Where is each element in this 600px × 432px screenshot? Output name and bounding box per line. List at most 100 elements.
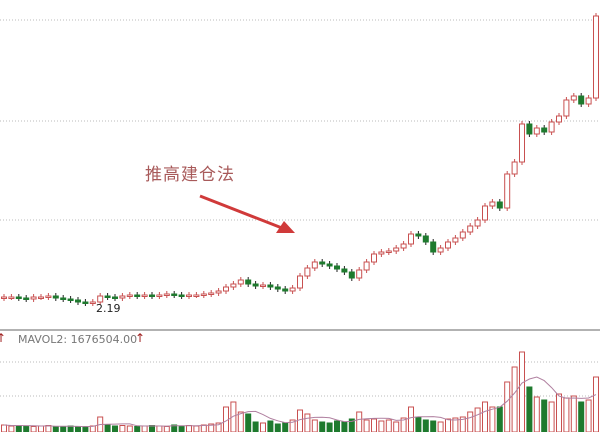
volume-bar <box>504 381 511 432</box>
volume-bar <box>252 421 259 432</box>
candle-body <box>200 293 207 296</box>
volume-bar <box>208 423 215 432</box>
volume-bar <box>393 421 400 432</box>
volume-bar <box>526 386 533 432</box>
candle-body <box>193 294 200 297</box>
candle-body <box>452 237 459 243</box>
candle-body <box>474 219 481 227</box>
candle-body <box>533 127 540 135</box>
candle-body <box>467 225 474 233</box>
candle-body <box>267 284 274 288</box>
candle-body <box>326 263 333 267</box>
volume-bar <box>319 421 326 432</box>
candle-body <box>156 294 163 297</box>
candle-body <box>459 231 466 239</box>
volume-bar <box>215 422 222 432</box>
volume-bar <box>378 420 385 432</box>
candle-body <box>319 261 326 265</box>
candle-body <box>519 123 525 163</box>
volume-bar <box>459 416 466 432</box>
candle-body <box>282 288 289 292</box>
candle-body <box>556 115 562 123</box>
volume-bar <box>496 406 503 432</box>
volume-bar <box>400 417 407 432</box>
candle-body <box>570 95 577 101</box>
candle-body <box>60 297 67 300</box>
candle-body <box>393 247 400 252</box>
volume-bar <box>548 401 555 432</box>
candle-body <box>119 295 126 299</box>
volume-bar <box>186 425 192 432</box>
candle-body <box>363 261 370 271</box>
volume-bar <box>356 411 363 432</box>
candle-body <box>400 243 407 249</box>
arrow-up-icon: ↑ <box>0 331 7 345</box>
volume-bar <box>445 418 451 432</box>
volume-bar <box>156 425 163 432</box>
volume-bar <box>163 426 170 432</box>
volume-bar <box>511 366 518 432</box>
candle-body <box>178 294 185 297</box>
candle-body <box>163 293 170 296</box>
candle-body <box>437 247 444 253</box>
volume-bar <box>467 411 474 432</box>
candle-body <box>356 269 363 279</box>
candle-body <box>430 241 437 253</box>
volume-bar <box>8 425 15 432</box>
volume-bar <box>519 351 525 432</box>
volume-bar <box>60 426 67 432</box>
volume-bar <box>297 409 303 432</box>
candle-body <box>585 97 592 105</box>
volume-bar <box>178 425 185 432</box>
volume-bar <box>452 417 459 432</box>
volume-bar <box>149 425 155 432</box>
candle-body <box>30 296 37 300</box>
volume-bar <box>304 413 311 432</box>
volume-bar <box>1 424 7 432</box>
candle-body <box>341 268 348 273</box>
candle-body <box>496 201 503 209</box>
candle-body <box>422 235 429 243</box>
volume-bar <box>45 425 52 432</box>
annotation-arrow-shaft <box>199 194 283 230</box>
volume-bar <box>371 418 377 432</box>
arrow-up-icon: ↑ <box>135 331 146 345</box>
volume-bar <box>245 413 252 432</box>
candle-body <box>141 294 148 297</box>
volume-bar <box>437 421 444 432</box>
volume-bar <box>348 418 355 432</box>
volume-bar <box>274 423 281 432</box>
candle-body <box>489 201 496 207</box>
volume-bar <box>585 399 592 432</box>
candle-body <box>67 298 74 301</box>
volume-bar <box>30 426 37 432</box>
volume-bar <box>104 424 111 432</box>
candle-body <box>252 283 259 287</box>
candle-body <box>126 294 133 297</box>
candle-body <box>245 279 252 285</box>
volume-bar <box>112 425 118 432</box>
annotation-arrow-head <box>276 221 295 233</box>
volume-bar <box>408 406 414 432</box>
volume-bar <box>67 425 74 432</box>
volume-bar <box>23 425 30 432</box>
volume-bar <box>482 401 488 432</box>
candle-body <box>378 251 385 255</box>
volume-bar <box>282 422 289 432</box>
candle-body <box>149 294 155 297</box>
volume-bar <box>311 419 318 432</box>
volume-bar <box>578 401 585 432</box>
candle-body <box>186 294 192 297</box>
volume-bar <box>289 419 296 432</box>
candle-body <box>230 283 237 288</box>
volume-bar <box>75 426 81 432</box>
candle-body <box>511 161 518 175</box>
candle-body <box>504 173 511 209</box>
candle-body <box>348 271 355 279</box>
volume-bar <box>260 422 266 432</box>
annotation-text: 推高建仓法 <box>145 165 235 185</box>
volume-bar <box>341 421 348 432</box>
candle-body <box>548 121 555 133</box>
candle-body <box>482 205 488 221</box>
